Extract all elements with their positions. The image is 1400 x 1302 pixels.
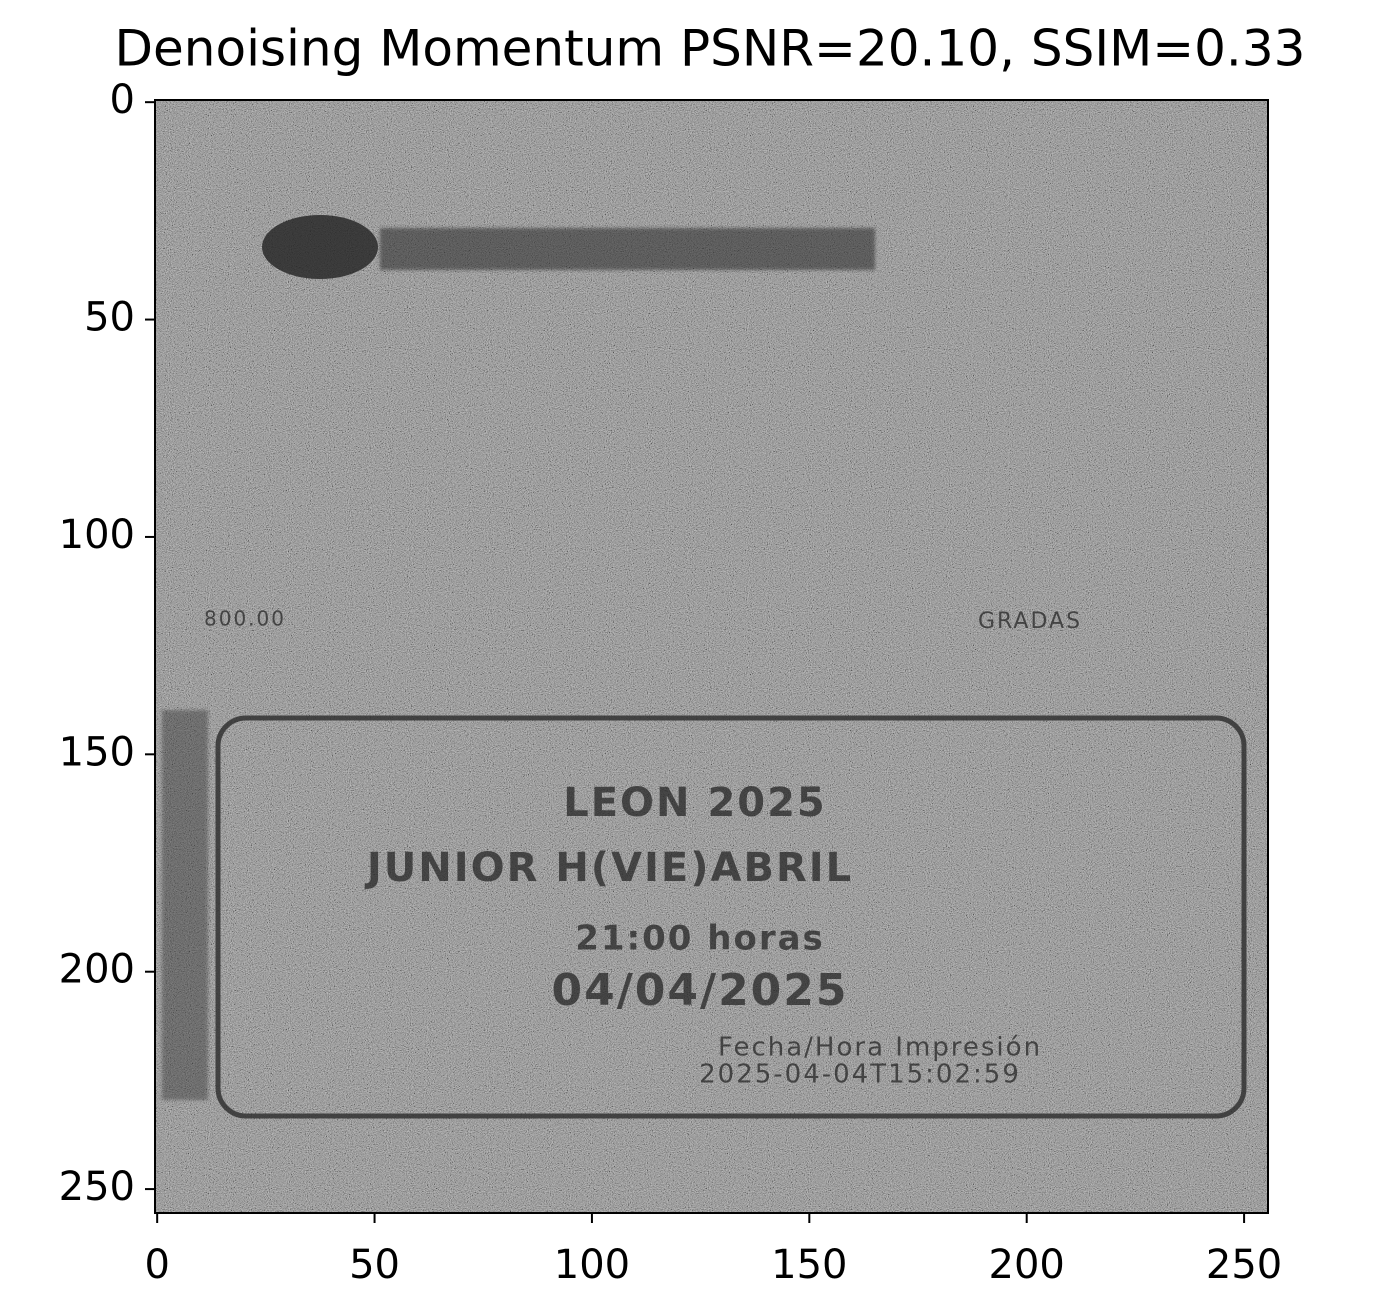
logo-mark: [262, 215, 378, 279]
image-text: 2025-04-04T15:02:59: [699, 1060, 1021, 1090]
x-tick-label: 0: [144, 1242, 169, 1288]
image-text: LEON 2025: [563, 780, 827, 826]
side-text: [162, 710, 208, 1100]
x-tick-label: 150: [771, 1242, 847, 1288]
image-text: JUNIOR H(VIE)ABRIL: [364, 845, 853, 891]
image-text: GRADAS: [978, 609, 1082, 634]
image-text: Fecha/Hora Impresión: [718, 1033, 1042, 1063]
y-tick-label: 150: [59, 729, 135, 775]
image-text: 04/04/2025: [551, 965, 848, 1016]
logo-text: [380, 228, 875, 270]
x-tick-label: 50: [349, 1242, 400, 1288]
image-text: 21:00 horas: [575, 919, 825, 959]
y-tick-label: 0: [110, 77, 135, 123]
ticket-frame: [215, 715, 1247, 1119]
y-tick-label: 250: [59, 1164, 135, 1210]
x-tick-label: 200: [989, 1242, 1065, 1288]
image: 800.00 GRADAS LEON 2025 JUNIOR H(VIE)ABRIL 2…: [155, 100, 1268, 1213]
image-noise: [155, 100, 1268, 1213]
x-tick-label: 250: [1206, 1242, 1282, 1288]
y-tick-label: 100: [59, 512, 135, 558]
y-tick-label: 50: [84, 295, 135, 341]
x-tick-label: 100: [554, 1242, 630, 1288]
chart-title: Denoising Momentum PSNR=20.10, SSIM=0.33: [115, 20, 1306, 78]
y-tick-label: 200: [59, 947, 135, 993]
image-text: 800.00: [204, 607, 286, 631]
axes-frame: [154, 99, 1269, 1214]
